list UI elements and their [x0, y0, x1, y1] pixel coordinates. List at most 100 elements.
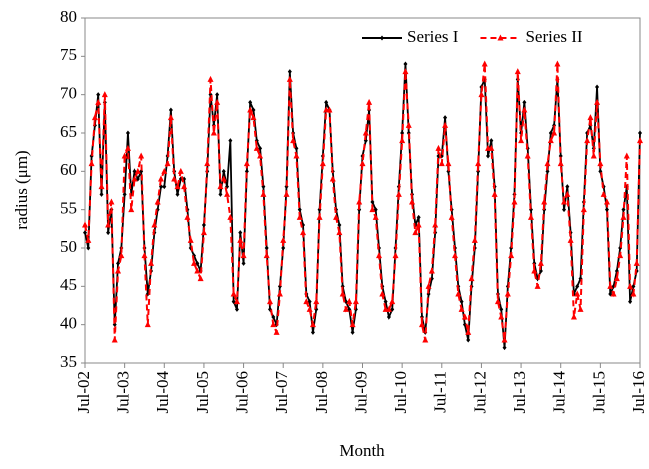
point-marker	[628, 299, 633, 305]
point-marker	[138, 152, 145, 159]
point-marker	[443, 115, 448, 121]
point-marker	[452, 252, 458, 259]
point-marker	[445, 160, 452, 167]
point-marker	[501, 336, 508, 343]
y-tick-label: 60	[60, 160, 77, 179]
point-marker	[121, 152, 128, 159]
point-marker	[260, 190, 267, 197]
x-tick-label: Jul-07	[272, 371, 291, 414]
point-marker	[220, 175, 227, 182]
point-marker	[610, 290, 617, 297]
x-tick-label: Jul-16	[629, 371, 648, 414]
y-axis-label: radius (μm)	[12, 150, 31, 229]
point-marker	[319, 160, 326, 167]
point-marker	[264, 245, 269, 251]
point-marker	[313, 298, 320, 305]
y-tick-label: 50	[60, 237, 77, 256]
point-marker	[362, 129, 369, 136]
point-marker	[83, 230, 87, 236]
point-marker	[267, 298, 273, 305]
point-marker	[597, 160, 604, 167]
point-marker	[432, 221, 439, 228]
point-marker	[461, 313, 468, 320]
point-marker	[276, 290, 283, 297]
point-marker	[541, 198, 548, 205]
point-marker	[468, 275, 475, 282]
point-marker	[200, 229, 207, 236]
point-marker	[131, 175, 138, 182]
point-marker	[168, 107, 173, 113]
point-marker	[521, 106, 528, 113]
point-marker	[372, 213, 379, 220]
point-marker	[300, 229, 307, 236]
point-marker	[574, 290, 581, 297]
point-marker	[514, 68, 521, 75]
point-marker	[498, 313, 505, 320]
point-marker	[359, 160, 366, 167]
point-marker	[342, 305, 349, 312]
point-marker	[250, 114, 257, 121]
point-marker	[633, 259, 640, 266]
point-marker	[290, 137, 297, 144]
point-marker	[309, 321, 316, 328]
point-marker	[238, 230, 243, 236]
point-marker	[263, 252, 270, 259]
point-marker	[248, 99, 253, 105]
point-marker	[580, 206, 587, 213]
x-tick-label: Jul-11	[431, 371, 450, 413]
point-marker	[389, 298, 396, 305]
point-marker	[105, 221, 112, 228]
point-marker	[144, 321, 151, 328]
point-marker	[471, 236, 478, 243]
point-marker	[336, 229, 343, 236]
point-marker	[111, 336, 118, 343]
point-marker	[175, 191, 180, 197]
point-marker	[383, 299, 388, 305]
point-marker	[118, 252, 125, 259]
point-marker	[230, 290, 237, 297]
point-marker	[177, 167, 184, 174]
point-marker	[234, 306, 239, 312]
point-marker	[233, 298, 240, 305]
point-marker	[402, 68, 409, 75]
point-marker	[128, 206, 135, 213]
x-tick-label: Jul-02	[74, 371, 93, 414]
point-marker	[171, 175, 178, 182]
point-marker	[584, 137, 591, 144]
point-marker	[221, 168, 226, 174]
point-marker	[228, 138, 233, 144]
point-marker	[567, 236, 574, 243]
series-line	[84, 63, 641, 348]
point-marker	[547, 137, 554, 144]
point-marker	[405, 121, 412, 128]
point-marker	[115, 267, 122, 274]
point-marker	[594, 98, 601, 105]
point-marker	[162, 184, 167, 190]
point-marker	[324, 99, 329, 105]
point-marker	[386, 314, 391, 320]
point-marker	[141, 252, 148, 259]
point-marker	[326, 106, 333, 113]
point-marker	[124, 144, 131, 151]
point-marker	[349, 321, 356, 328]
point-marker	[98, 183, 105, 190]
point-marker	[237, 236, 244, 243]
point-marker	[587, 114, 594, 121]
point-marker	[187, 236, 194, 243]
point-marker	[356, 198, 363, 205]
point-marker	[465, 328, 472, 335]
x-tick-label: Jul-12	[470, 371, 489, 414]
point-marker	[346, 298, 353, 305]
point-marker	[488, 144, 495, 151]
point-marker	[316, 213, 323, 220]
y-tick-label: 40	[60, 314, 77, 333]
point-marker	[366, 98, 373, 105]
point-marker	[184, 213, 191, 220]
point-marker	[551, 129, 558, 136]
point-marker	[518, 137, 525, 144]
point-marker	[157, 175, 164, 182]
point-marker	[379, 290, 386, 297]
point-marker	[481, 60, 488, 67]
point-marker	[603, 198, 610, 205]
